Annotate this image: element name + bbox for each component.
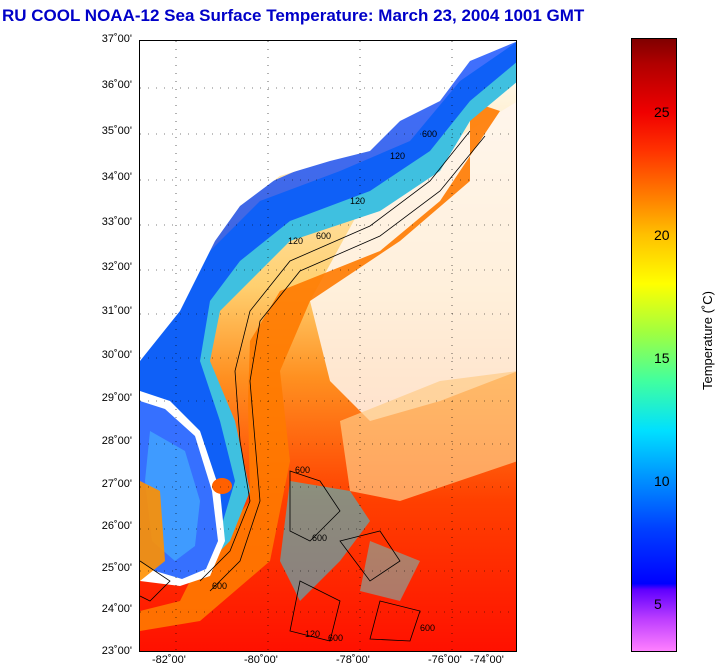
isobath-label: 600 <box>420 623 435 633</box>
lon-label: -78˚00' <box>336 654 370 666</box>
lat-label: 29˚00' <box>101 392 132 404</box>
sst-map: 600 120 120 120 600 600 600 600 120 600 … <box>139 40 517 652</box>
lat-label: 24˚00' <box>101 603 132 615</box>
isobath-label: 120 <box>350 196 365 206</box>
isobath-label: 120 <box>288 236 303 246</box>
lat-label: 30˚00' <box>101 349 132 361</box>
isobath-label: 600 <box>295 465 310 475</box>
lon-label: -74˚00' <box>470 654 504 666</box>
colorbar-tick: 15 <box>654 350 670 366</box>
colorbar-tick: 25 <box>654 104 670 120</box>
colorbar-tick: 20 <box>654 227 670 243</box>
temperature-colorbar <box>631 38 677 652</box>
colorbar-tick: 5 <box>654 596 662 612</box>
lat-label: 32˚00' <box>101 261 132 273</box>
isobath-label: 600 <box>212 581 227 591</box>
lat-label: 26˚00' <box>101 520 132 532</box>
lat-label: 25˚00' <box>101 562 132 574</box>
lon-label: -76˚00' <box>428 654 462 666</box>
page-title: RU COOL NOAA-12 Sea Surface Temperature:… <box>2 6 585 25</box>
lat-label: 34˚00' <box>101 171 132 183</box>
isobath-label: 600 <box>328 633 343 643</box>
colorbar-label: Temperature (˚C) <box>700 291 715 390</box>
lat-label: 33˚00' <box>101 216 132 228</box>
lat-label: 36˚00' <box>101 79 132 91</box>
lat-label: 31˚00' <box>101 305 132 317</box>
lat-label: 28˚00' <box>101 435 132 447</box>
isobath-label: 600 <box>422 129 437 139</box>
lat-label: 23˚00' <box>101 645 132 657</box>
colorbar-tick: 10 <box>654 473 670 489</box>
sst-map-image: 600 120 120 120 600 600 600 600 120 600 … <box>140 41 516 651</box>
lat-label: 37˚00' <box>101 33 132 45</box>
lat-label: 27˚00' <box>101 478 132 490</box>
lat-label: 35˚00' <box>101 125 132 137</box>
isobath-label: 600 <box>312 533 327 543</box>
isobath-label: 120 <box>305 629 320 639</box>
isobath-label: 120 <box>390 151 405 161</box>
isobath-label: 600 <box>316 231 331 241</box>
lon-label: -82˚00' <box>152 654 186 666</box>
lon-label: -80˚00' <box>244 654 278 666</box>
